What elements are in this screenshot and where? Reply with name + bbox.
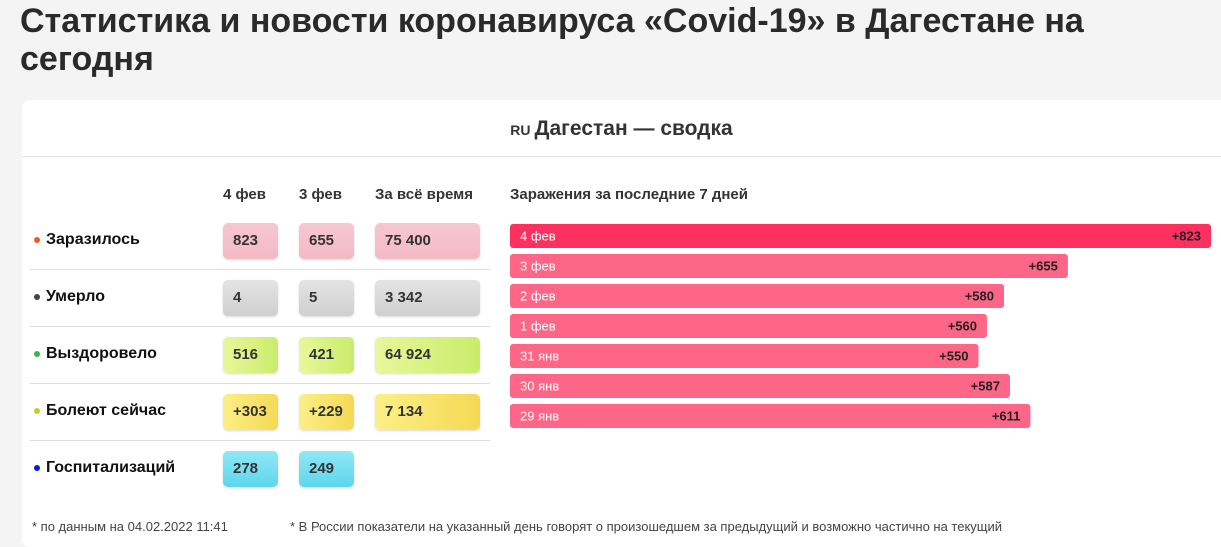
column-header: За всё время: [375, 186, 473, 203]
row-dot: [34, 293, 40, 300]
stat-cell: 75 400: [375, 223, 480, 259]
card-title: Дагестан — сводка: [534, 117, 733, 140]
bar-category: 31 янв: [520, 348, 559, 363]
page-title: Статистика и новости коронавируса «Covid…: [20, 2, 1084, 78]
stat-cell: 4: [223, 280, 278, 316]
bar-category: 1 фев: [520, 318, 556, 333]
stat-cell: 64 924: [375, 337, 480, 373]
row-dot: [34, 236, 40, 243]
stat-cell: 655: [299, 223, 354, 259]
bar: [510, 224, 1211, 248]
stat-cell: 249: [299, 451, 354, 487]
bar-value-label: +550: [939, 348, 968, 363]
row-label: Заразилось: [34, 231, 140, 249]
stat-cell: 3 342: [375, 280, 480, 316]
bar-value-label: +560: [948, 318, 977, 333]
card-header: RU Дагестан — сводка: [22, 100, 1221, 157]
row-label: Выздоровело: [34, 345, 157, 363]
row-dot: [34, 407, 40, 414]
row-separator: [30, 326, 490, 327]
bar: [510, 314, 987, 338]
bar-value-label: +580: [965, 288, 994, 303]
row-dot: [34, 464, 40, 471]
summary-card: RU Дагестан — сводка 4 фев 3 фев За всё вре…: [22, 100, 1221, 547]
footnote: * по данным на 04.02.2022 11:41: [32, 519, 228, 534]
stat-cell: 421: [299, 337, 354, 373]
bar-category: 29 янв: [520, 408, 559, 423]
stat-cell: 7 134: [375, 394, 480, 430]
stat-cell: +229: [299, 394, 354, 430]
bar-value-label: +655: [1029, 258, 1058, 273]
stat-cell: 823: [223, 223, 278, 259]
row-label: Госпитализаций: [34, 459, 175, 477]
column-header: 4 фев: [223, 186, 267, 203]
row-label-text: Заразилось: [46, 231, 140, 248]
bar: [510, 284, 1005, 308]
bar-chart: 4 фев +823 3 фев +655 2 фев +580 1 фев +560 31 я…: [510, 224, 1211, 428]
bar: [510, 344, 979, 368]
row-label-text: Госпитализаций: [46, 459, 176, 476]
bar-category: 4 фев: [520, 228, 556, 243]
row-separator: [30, 269, 490, 270]
bar: [510, 254, 1068, 278]
row-label: Болеют сейчас: [34, 402, 166, 420]
stat-cell: 5: [299, 280, 354, 316]
row-label-text: Болеют сейчас: [46, 402, 166, 419]
row-dot: [34, 350, 40, 357]
row-separator: [30, 440, 490, 441]
bar-value-label: +587: [971, 378, 1000, 393]
country-code: RU: [510, 122, 531, 138]
bar-category: 30 янв: [520, 378, 559, 393]
footnote: * В России показатели на указанный день …: [290, 519, 1003, 534]
bar: [510, 404, 1031, 428]
stat-cell: 516: [223, 337, 278, 373]
bar-value-label: +611: [992, 408, 1021, 423]
stat-cell: 278: [223, 451, 278, 487]
row-separator: [30, 383, 490, 384]
row-label-text: Умерло: [46, 288, 105, 305]
stat-cell: +303: [223, 394, 278, 430]
column-header: 3 фев: [299, 186, 343, 203]
chart-title: Заражения за последние 7 дней: [510, 186, 749, 203]
bar-category: 2 фев: [520, 288, 556, 303]
row-label-text: Выздоровело: [46, 345, 157, 362]
bar-value-label: +823: [1172, 228, 1201, 243]
row-label: Умерло: [34, 288, 105, 306]
bar-category: 3 фев: [520, 258, 556, 273]
bar: [510, 374, 1010, 398]
